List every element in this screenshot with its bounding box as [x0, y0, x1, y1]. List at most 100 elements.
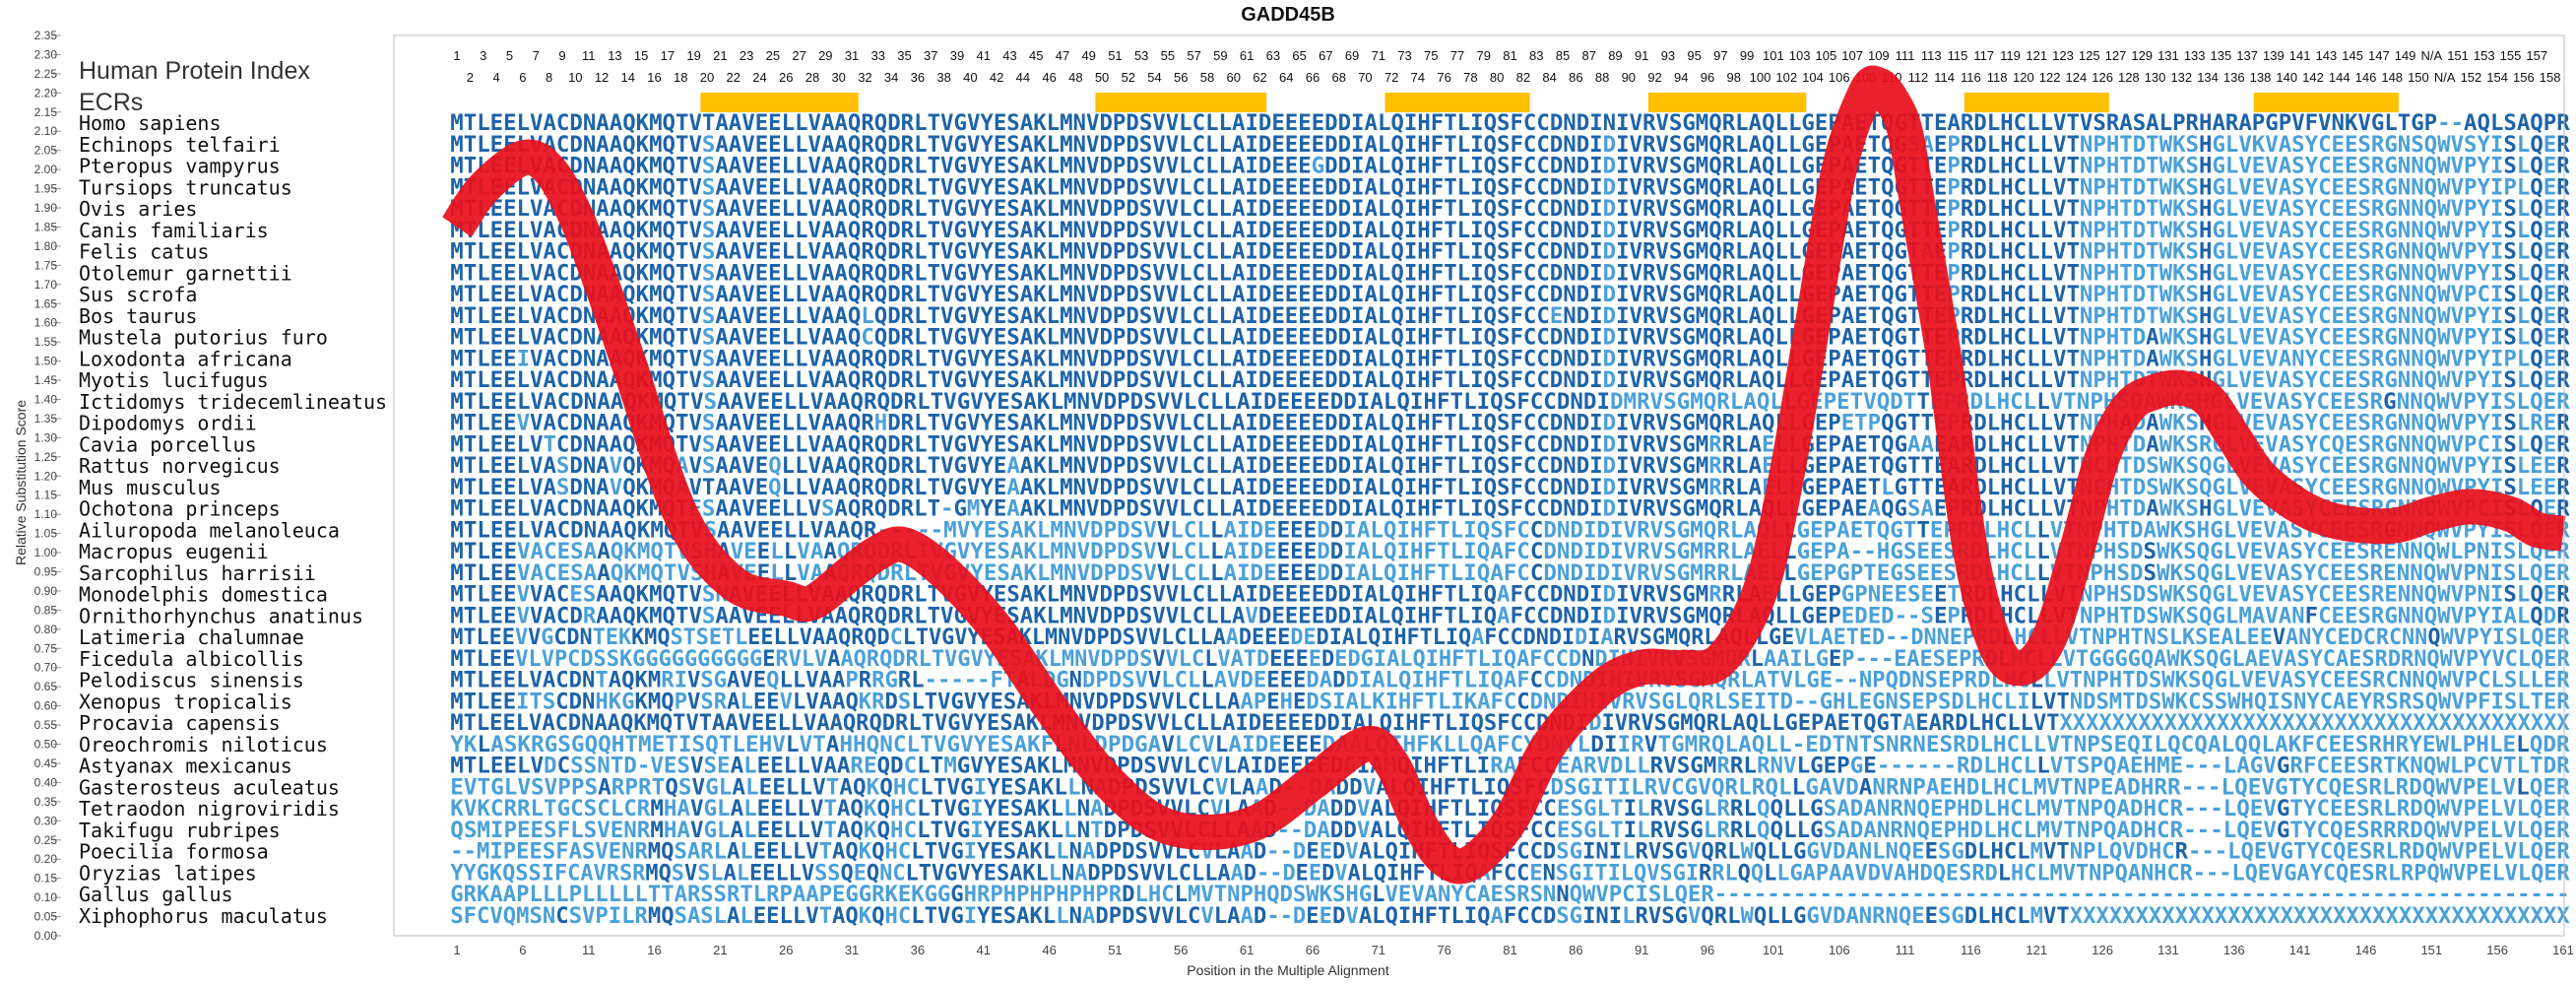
x-tick-label: 156	[2486, 943, 2508, 957]
alignment-sequence: EVTGLVSVPPS ARPRTQSVGLALEELLVTAQKQHCLTVGI…	[450, 775, 2570, 800]
alignment-sequence: KVKCRRLTGCSCLCR MHAVGLALEELLVTAQKQHCLTVGI…	[450, 797, 2570, 821]
protein-index-label: 33	[871, 48, 885, 63]
protein-index-label: 118	[1987, 70, 2008, 85]
protein-index-label: 147	[2368, 48, 2390, 63]
protein-index-label: 75	[1424, 48, 1438, 63]
protein-index-label: 20	[700, 70, 714, 85]
protein-index-label: 42	[990, 70, 1003, 85]
protein-index-label: 121	[2026, 48, 2047, 63]
alignment-sequence: MTLEELVACDNAAQKMQTV SAAVEELLVAAQRQDRLTVGV…	[450, 155, 2570, 179]
protein-index-label: 64	[1279, 70, 1293, 85]
x-tick-label: 51	[1108, 943, 1122, 957]
alignment-sequence: SFCVQMSNCSVPILRMQSASLALEELLVTAQKQHCLTVGI…	[450, 904, 2569, 929]
x-tick-label: 96	[1701, 943, 1714, 957]
species-label: Macropus eugenii	[79, 540, 269, 563]
protein-index-label: 2	[467, 70, 474, 85]
protein-index-label: 158	[2540, 70, 2561, 85]
y-tick-label: 2.20	[34, 86, 58, 99]
protein-index-label: 80	[1490, 70, 1504, 85]
protein-index-label: 124	[2066, 70, 2088, 85]
protein-index-label: 41	[977, 48, 991, 63]
protein-index-label: 135	[2211, 48, 2232, 63]
x-tick-label: 116	[1961, 943, 1981, 957]
y-tick-label: 0.65	[34, 680, 58, 693]
protein-index-label: 57	[1187, 48, 1200, 63]
alignment-sequence: MTLEELVACDNAAQKMQTV SAAVEELLVAAQRQDRLTVGV…	[450, 219, 2570, 243]
protein-index-label: 97	[1713, 48, 1727, 63]
species-label: Felis catus	[79, 240, 209, 264]
species-label: Pelodiscus sinensis	[79, 669, 304, 692]
protein-index-label: 151	[2447, 48, 2469, 63]
protein-index-label: 24	[752, 70, 766, 85]
species-label: Xenopus tropicalis	[79, 690, 292, 713]
protein-index-label: 103	[1789, 48, 1811, 63]
protein-index-label: 60	[1227, 70, 1241, 85]
y-tick-label: 1.90	[34, 201, 58, 215]
species-label: Ficedula albicollis	[79, 647, 304, 671]
y-tick-label: 2.25	[34, 67, 58, 81]
y-tick-label: 1.35	[34, 412, 58, 426]
x-tick-label: 31	[845, 943, 859, 957]
protein-index-label: 53	[1134, 48, 1148, 63]
x-tick-label: 41	[977, 943, 991, 957]
x-tick-label: 21	[713, 943, 727, 957]
protein-index-label: 50	[1095, 70, 1109, 85]
y-tick-label: 0.15	[34, 872, 58, 886]
species-label: Rattus norvegicus	[79, 454, 281, 478]
protein-index-label: 73	[1397, 48, 1411, 63]
species-label: Sus scrofa	[79, 283, 197, 306]
protein-index-label: N/A	[2434, 70, 2456, 85]
y-tick-label: 0.00	[34, 929, 58, 943]
y-tick-label: 1.70	[34, 278, 58, 292]
protein-index-label: 115	[1948, 48, 1968, 63]
species-label: Oryzias latipes	[79, 861, 257, 885]
protein-index-label: 145	[2342, 48, 2363, 63]
protein-index-label: 131	[2157, 48, 2179, 63]
y-tick-label: 0.45	[34, 756, 58, 770]
alignment-sequence: MTLEELVACDNAAQKMQT ESAAVEELLVSAQRQDRLT-GM…	[450, 497, 2570, 522]
protein-index-label: 36	[911, 70, 925, 85]
protein-index-label: 25	[766, 48, 780, 63]
x-tick-label: 151	[2420, 943, 2442, 957]
protein-index-label: 62	[1253, 70, 1266, 85]
protein-index-label: 68	[1331, 70, 1345, 85]
protein-index-label: 149	[2395, 48, 2416, 63]
score-line-path	[441, 65, 2566, 885]
alignment-sequence: MTLEEVVGCDNTEKKMQSTSETLEELLVAAQRQDCLTVGV…	[450, 625, 2570, 650]
protein-index-label: 134	[2197, 70, 2219, 85]
protein-index-label: 143	[2316, 48, 2338, 63]
y-tick-label: 1.00	[34, 546, 58, 559]
protein-index-label: 100	[1750, 70, 1771, 85]
protein-index-label: 21	[713, 48, 727, 63]
protein-index-label: 88	[1595, 70, 1609, 85]
y-tick-label: 0.55	[34, 718, 58, 732]
protein-index-label: 7	[533, 48, 540, 63]
protein-index-label: 8	[546, 70, 552, 85]
species-label: Oreochromis niloticus	[79, 733, 328, 756]
protein-index-label: 83	[1529, 48, 1543, 63]
x-tick-label: 61	[1240, 943, 1254, 957]
alignment-sequence: MTLEEIVACDNAAQKMQTV SAAVEELLVAAQRQDRLTVGV…	[450, 347, 2570, 371]
protein-index-label: 119	[2000, 48, 2021, 63]
protein-index-label: N/A	[2420, 48, 2442, 63]
protein-index-label: 155	[2500, 48, 2522, 63]
protein-index-label: 146	[2355, 70, 2377, 85]
species-label: Pteropus vampyrus	[79, 155, 281, 178]
ecr-bar	[1647, 93, 1807, 112]
y-tick-label: 0.80	[34, 623, 58, 636]
y-tick-label: 1.40	[34, 392, 58, 406]
protein-index-label: 76	[1437, 70, 1450, 85]
protein-index-label: 133	[2184, 48, 2206, 63]
protein-index-label: 154	[2486, 70, 2508, 85]
protein-index-label: 127	[2105, 48, 2127, 63]
protein-index-label: 128	[2118, 70, 2140, 85]
axes: 0.00 0.05 0.10 0.15 0.20 0.25 0.30 0.35 0.40 0.45…	[34, 29, 2574, 957]
species-label: Homo sapiens	[79, 111, 222, 135]
protein-index-label: 95	[1687, 48, 1701, 63]
protein-index-label: 52	[1122, 70, 1135, 85]
protein-index-label: 105	[1815, 48, 1836, 63]
alignment-sequence: MTLEELVACDNAAQKMQTVTAAVEELLVAAQRQDRLTVGV…	[450, 111, 2570, 136]
protein-index-label: 77	[1450, 48, 1464, 63]
alignment-sequence: MTLEELVACDNAAQKMQTV SAAVEELLVAAQRQDRLTVGV…	[450, 390, 2570, 415]
protein-index-label: 104	[1802, 70, 1824, 85]
